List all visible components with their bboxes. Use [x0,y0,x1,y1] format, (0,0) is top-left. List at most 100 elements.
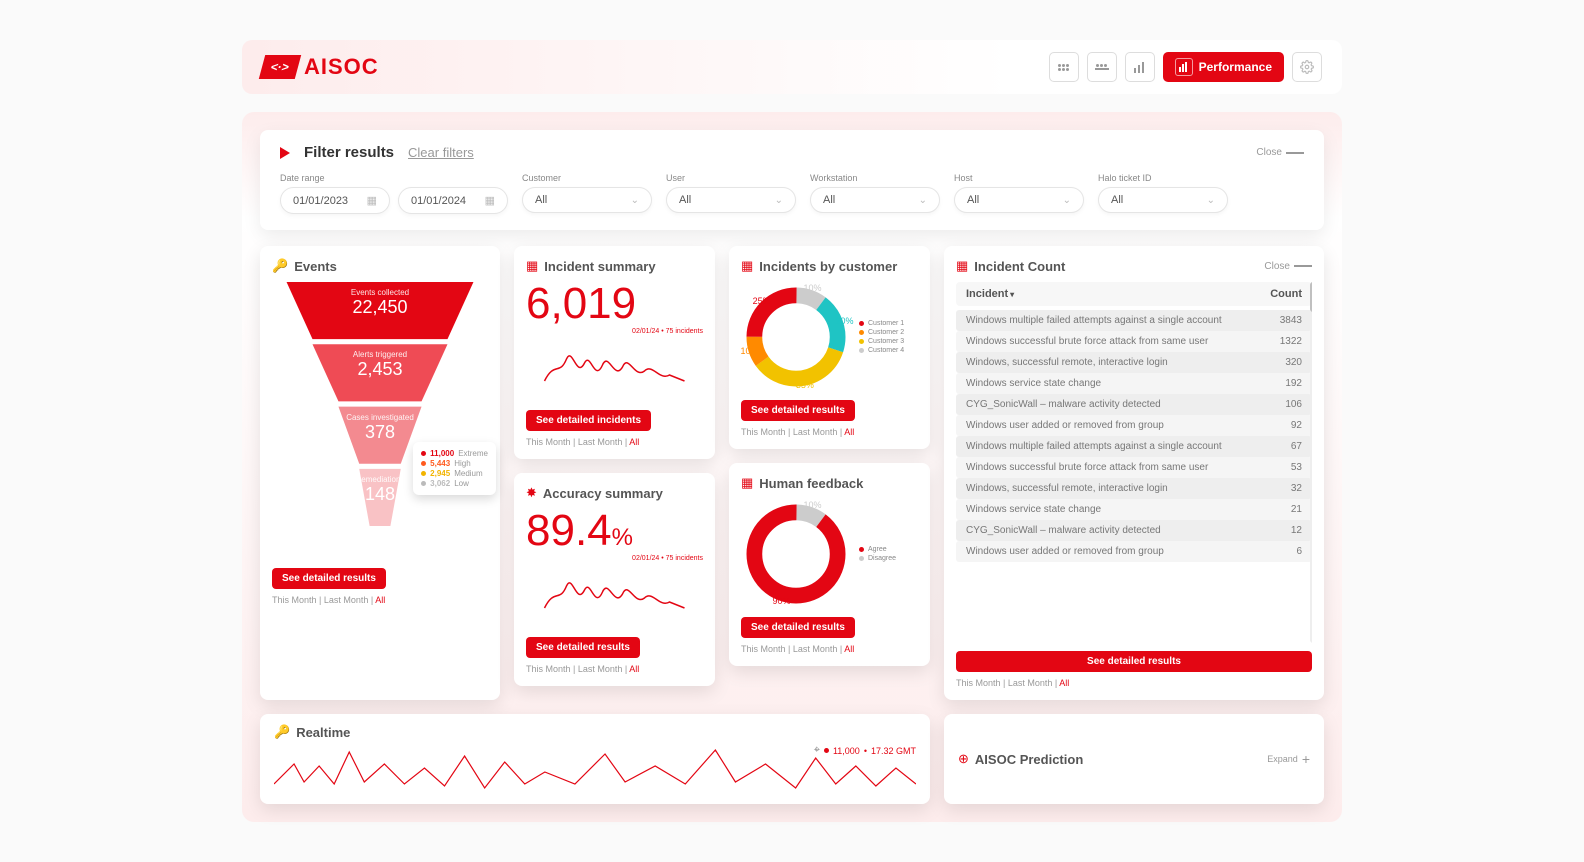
brand-name: AISOC [304,54,379,80]
accuracy-details-button[interactable]: See detailed results [526,637,640,658]
accuracy-title: Accuracy summary [543,486,663,501]
customer-details-button[interactable]: See detailed results [741,400,855,421]
customer-time-links: This Month | Last Month | All [741,427,918,437]
table-row[interactable]: CYG_SonicWall – malware activity detecte… [956,394,1312,415]
incident-count-card: ▦ Incident Count Close Incident▾ Count Wi… [944,246,1324,700]
table-row[interactable]: CYG_SonicWall – malware activity detecte… [956,520,1312,541]
performance-button[interactable]: Performance [1163,52,1284,82]
chevron-down-icon: ⌄ [1207,195,1215,206]
feedback-details-button[interactable]: See detailed results [741,617,855,638]
accuracy-subtext: 02/01/24 • 75 incidents [526,555,703,562]
scrollbar-thumb[interactable] [1310,282,1312,312]
table-row[interactable]: Windows user added or removed from group… [956,541,1312,562]
user-select[interactable]: All⌄ [666,187,796,213]
user-label: User [666,173,796,183]
date-range-group: Date range 01/01/2023▦ 01/01/2024▦ [280,173,508,214]
key-icon: 🔑 [272,258,288,274]
incident-time-links: This Month | Last Month | All [526,437,703,447]
feedback-title: Human feedback [759,476,863,491]
feedback-card: ▦ Human feedback 10%90% AgreeDisagree See… [729,463,930,666]
target-icon: ✸ [526,485,537,501]
table-row[interactable]: Windows service state change192 [956,373,1312,394]
table-row[interactable]: Windows successful brute force attack fr… [956,457,1312,478]
date-range-label: Date range [280,173,508,183]
grid-icon: ▦ [741,475,753,491]
prediction-card: ⊕ AISOC Prediction Expand+ [944,714,1324,804]
col-incident[interactable]: Incident▾ [966,288,1014,300]
expand-link[interactable]: Expand+ [1267,751,1310,767]
halo-label: Halo ticket ID [1098,173,1228,183]
customer-donut-chart: 10%20%35%10%25% [741,282,851,392]
performance-label: Performance [1199,60,1272,74]
nav-grid-icon[interactable] [1049,52,1079,82]
incident-summary-title: Incident summary [544,259,655,274]
workstation-label: Workstation [810,173,940,183]
main-panel: Filter results Clear filters Close Date … [242,112,1342,822]
table-row[interactable]: Windows service state change21 [956,499,1312,520]
gear-icon [1300,60,1314,74]
filter-bar: Filter results Clear filters Close Date … [260,130,1324,230]
incident-summary-subtext: 02/01/24 • 75 incidents [526,328,703,335]
table-row[interactable]: Windows, successful remote, interactive … [956,478,1312,499]
funnel-chart: Events collected22,450Alerts triggered2,… [272,282,488,552]
prediction-title: AISOC Prediction [975,752,1083,767]
chevron-down-icon: ⌄ [631,195,639,206]
close-filter-link[interactable]: Close [1256,147,1304,158]
workstation-select[interactable]: All⌄ [810,187,940,213]
table-header: Incident▾ Count [956,282,1312,306]
target-icon: ⊕ [958,751,969,767]
halo-select[interactable]: All⌄ [1098,187,1228,213]
incident-summary-card: ▦ Incident summary 6,019 02/01/24 • 75 in… [514,246,715,459]
by-customer-card: ▦Incidents by customer 10%20%35%10%25% C… [729,246,930,449]
performance-icon [1175,58,1193,76]
clear-filters-link[interactable]: Clear filters [408,145,474,160]
table-row[interactable]: Windows user added or removed from group… [956,415,1312,436]
nav-list-icon[interactable] [1087,52,1117,82]
feedback-donut-chart: 10%90% [741,499,851,609]
accuracy-time-links: This Month | Last Month | All [526,664,703,674]
cursor-icon: ⌖ [814,744,820,757]
grid-icon: ▦ [526,258,538,274]
table-row[interactable]: Windows successful brute force attack fr… [956,331,1312,352]
chevron-down-icon: ⌄ [919,195,927,206]
date-to-input[interactable]: 01/01/2024▦ [398,187,508,214]
play-icon [280,147,290,159]
funnel-legend: 11,000 Extreme5,443 High2,945 Medium3,06… [413,442,496,495]
incident-details-button[interactable]: See detailed incidents [526,410,651,431]
date-from-input[interactable]: 01/01/2023▦ [280,187,390,214]
accuracy-card: ✸ Accuracy summary 89.4% 02/01/24 • 75 in… [514,473,715,686]
feedback-legend: AgreeDisagree [859,544,896,564]
table-row[interactable]: Windows, successful remote, interactive … [956,352,1312,373]
host-label: Host [954,173,1084,183]
nav-chart-icon[interactable] [1125,52,1155,82]
host-select[interactable]: All⌄ [954,187,1084,213]
incident-summary-value: 6,019 [526,282,703,326]
scrollbar[interactable] [1310,282,1312,643]
events-card: 🔑 Events Events collected22,450Alerts tri… [260,246,500,700]
logo: <·> AISOC [262,54,379,80]
chevron-down-icon: ⌄ [775,195,783,206]
grid-icon: ▦ [741,258,753,274]
close-incident-link[interactable]: Close [1264,261,1312,272]
col-count[interactable]: Count [1270,288,1302,300]
table-row[interactable]: Windows multiple failed attempts against… [956,436,1312,457]
incident-count-details-button[interactable]: See detailed results [956,651,1312,672]
logo-mark-icon: <·> [259,55,301,79]
table-body: Windows multiple failed attempts against… [956,310,1312,562]
events-title: Events [294,259,337,274]
accuracy-value: 89.4% [526,509,703,553]
incident-count-title: Incident Count [974,259,1065,274]
customer-select[interactable]: All⌄ [522,187,652,213]
key-icon: 🔑 [274,724,290,740]
filter-title: Filter results [304,144,394,161]
grid-icon: ▦ [956,258,968,274]
calendar-icon: ▦ [485,194,495,207]
realtime-badge: ⌖11,000 • 17.32 GMT [814,744,916,757]
feedback-time-links: This Month | Last Month | All [741,644,918,654]
settings-button[interactable] [1292,52,1322,82]
nav: Performance [1049,52,1322,82]
accuracy-sparkline [526,568,703,618]
incident-count-time-links: This Month | Last Month | All [956,678,1312,688]
table-row[interactable]: Windows multiple failed attempts against… [956,310,1312,331]
events-details-button[interactable]: See detailed results [272,568,386,589]
